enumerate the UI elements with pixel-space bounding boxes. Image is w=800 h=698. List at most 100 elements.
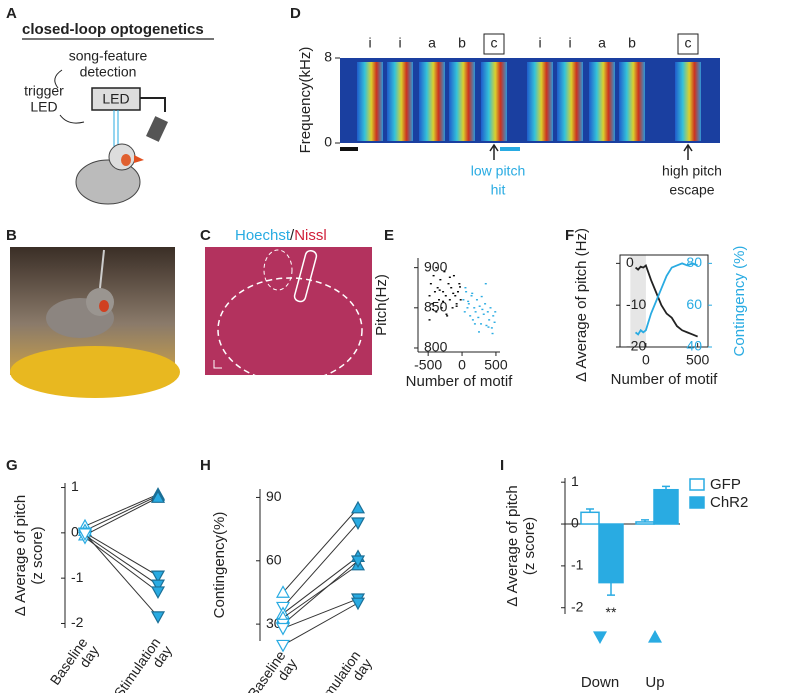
panel-letter: E	[384, 227, 394, 244]
bar	[653, 488, 679, 525]
y-axis-label: Δ Average of pitch	[504, 485, 521, 607]
error-bar	[607, 582, 615, 596]
y-tick-label: 40	[686, 338, 702, 354]
syllable-energy	[357, 62, 383, 141]
point	[471, 292, 474, 295]
y-axis-label: Δ Average of pitch	[12, 495, 29, 617]
y-tick-label: -20	[626, 338, 646, 354]
point	[469, 315, 472, 317]
point	[490, 327, 493, 329]
detection-label: detection	[80, 64, 137, 80]
point	[473, 307, 476, 309]
point	[481, 308, 484, 311]
point	[443, 270, 446, 273]
y-axis-label: Contingency(%)	[211, 512, 228, 619]
pair-line	[282, 556, 359, 614]
point	[438, 299, 441, 301]
y-tick-label: 8	[324, 49, 332, 65]
trigger-label: trigger	[24, 83, 64, 99]
syllable-energy	[419, 62, 445, 141]
syllable-energy	[449, 62, 475, 141]
point	[444, 295, 447, 297]
panel-letter: C	[200, 227, 211, 244]
panel-letter: H	[200, 457, 211, 474]
marker	[150, 490, 166, 503]
syllable-energy	[619, 62, 645, 141]
point	[439, 278, 442, 281]
point	[436, 287, 439, 289]
point	[484, 283, 487, 285]
point	[454, 295, 457, 297]
marker	[150, 579, 166, 593]
syllable-label: b	[458, 35, 466, 51]
point	[482, 313, 485, 315]
y2-axis-label: Contingency (%)	[731, 246, 748, 357]
point	[432, 274, 435, 277]
syllable-energy	[481, 62, 507, 141]
stain-nissl: Nissl	[294, 227, 327, 244]
syllable-label: i	[368, 35, 371, 51]
pair-line	[282, 507, 359, 593]
point	[462, 299, 465, 301]
pair-line	[282, 560, 359, 625]
point	[435, 311, 438, 313]
syllable-energy	[557, 62, 583, 141]
y-tick-label: 0	[324, 134, 332, 150]
marker	[350, 555, 366, 569]
marker	[150, 570, 166, 584]
syllable-label: a	[598, 35, 606, 51]
microphone	[146, 116, 168, 142]
marker	[275, 585, 291, 598]
y-tick-label: 850	[424, 299, 448, 315]
syllable-label: b	[628, 35, 636, 51]
point	[458, 283, 461, 285]
point	[475, 299, 478, 301]
point	[464, 287, 467, 289]
point	[435, 266, 438, 269]
baseline-shade	[630, 255, 646, 347]
point	[489, 307, 492, 309]
y-axis-label: Frequency(kHz)	[297, 47, 314, 154]
point	[485, 324, 488, 327]
bracket	[54, 69, 63, 89]
x-axis-label: Number of motif	[611, 371, 719, 388]
y-tick-label: -1	[71, 569, 84, 585]
category-marker	[648, 630, 662, 643]
marker	[150, 586, 166, 599]
x-tick-label: 500	[686, 352, 710, 368]
legend-label: GFP	[710, 476, 741, 493]
syllable-energy	[387, 62, 413, 141]
legend-swatch	[689, 496, 705, 509]
pair-line	[84, 493, 159, 527]
marker	[275, 622, 291, 636]
y-axis-label: (z score)	[29, 526, 46, 584]
y-tick-label: 1	[71, 478, 79, 494]
point	[478, 305, 481, 307]
x-tick-label: Up	[645, 674, 664, 691]
region-outline	[217, 277, 363, 383]
point	[487, 326, 490, 328]
syllable-label: i	[568, 35, 571, 51]
error-bar	[641, 519, 649, 522]
point	[470, 295, 473, 297]
photo-bird-cheek	[99, 300, 109, 312]
frame	[619, 254, 709, 348]
series-line	[634, 262, 698, 336]
point	[442, 291, 445, 293]
marker	[150, 611, 166, 624]
pair-line	[84, 534, 159, 586]
target-box	[677, 33, 699, 55]
syllable-energy	[675, 62, 701, 141]
y-axis-label: (z score)	[521, 517, 538, 575]
trigger-label: LED	[30, 99, 57, 115]
detection-label: song-feature	[69, 48, 148, 64]
photo-cable	[99, 249, 105, 289]
point	[456, 291, 459, 293]
pair-line	[84, 532, 159, 577]
point	[428, 295, 431, 297]
point	[463, 311, 466, 313]
bracket	[59, 114, 85, 124]
pair-line	[282, 602, 359, 646]
region-outline	[263, 249, 293, 291]
x-axis-label: Number of motif	[406, 373, 514, 390]
